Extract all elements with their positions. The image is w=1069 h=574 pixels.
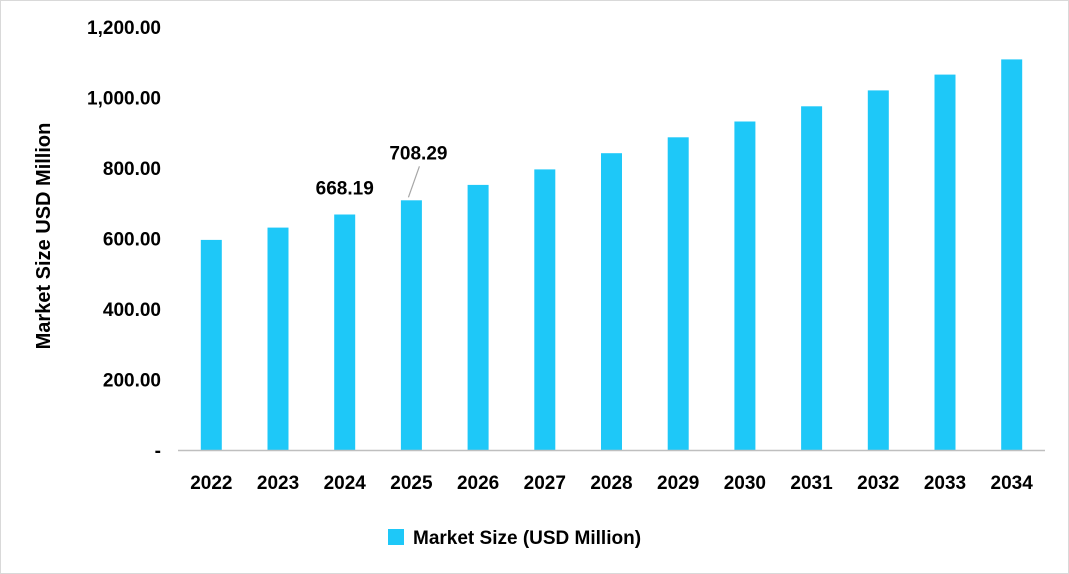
legend-label: Market Size (USD Million) — [413, 528, 641, 549]
bar-2029 — [667, 137, 689, 451]
bars — [200, 59, 1023, 451]
legend-swatch — [388, 529, 404, 545]
legend: Market Size (USD Million) — [388, 528, 641, 549]
x-tick-label: 2027 — [524, 473, 566, 494]
x-tick-label: 2026 — [457, 473, 499, 494]
bar-2032 — [867, 90, 889, 451]
bar-2022 — [200, 239, 222, 450]
y-tick-label: 400.00 — [103, 300, 161, 321]
bar-2033 — [934, 74, 956, 450]
x-tick-label: 2029 — [657, 473, 699, 494]
bar-2026 — [467, 184, 489, 450]
bar-2030 — [734, 121, 756, 450]
bar-2023 — [267, 227, 289, 450]
bar-2024 — [334, 214, 356, 450]
y-tick-label: 800.00 — [103, 159, 161, 180]
y-tick-label: - — [155, 441, 161, 462]
bar-2028 — [601, 153, 622, 450]
bar-2025 — [400, 200, 422, 450]
y-tick-label: 200.00 — [103, 371, 161, 392]
data-label-2024: 668.19 — [316, 178, 374, 199]
x-tick-label: 2024 — [324, 473, 367, 494]
y-tick-label: 600.00 — [103, 230, 161, 251]
x-tick-label: 2030 — [724, 473, 766, 494]
x-tick-label: 2034 — [991, 473, 1034, 494]
y-axis-title: Market Size USD Million — [33, 123, 55, 350]
bar-2034 — [1001, 59, 1023, 451]
x-axis-tick-labels: 2022 2023 2024 2025 2026 2027 2028 2029 2030 2031… — [190, 473, 1033, 494]
data-labels: 668.19 708.29 — [316, 143, 448, 199]
x-tick-label: 2031 — [790, 473, 833, 494]
x-tick-label: 2033 — [924, 473, 966, 494]
data-label-leader-line — [407, 166, 420, 198]
y-axis-ticks: - 200.00 400.00 600.00 800.00 1,000.00 1,200.0… — [87, 18, 161, 462]
x-tick-label: 2023 — [257, 473, 299, 494]
y-tick-label: 1,200.00 — [87, 18, 161, 39]
x-tick-label: 2028 — [590, 473, 632, 494]
x-tick-label: 2025 — [390, 473, 433, 494]
x-tick-label: 2022 — [190, 473, 232, 494]
data-label-2025: 708.29 — [389, 143, 447, 164]
bar-2031 — [801, 106, 823, 451]
x-tick-label: 2032 — [857, 473, 899, 494]
y-tick-label: 1,000.00 — [87, 89, 161, 110]
bar-2027 — [534, 169, 556, 450]
